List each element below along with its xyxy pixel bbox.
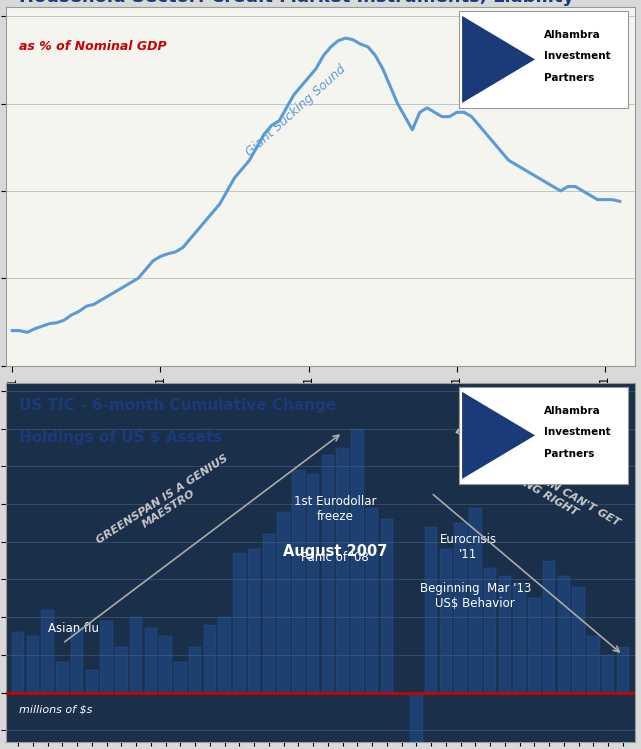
Bar xyxy=(219,617,231,693)
Bar xyxy=(572,587,585,693)
Bar xyxy=(292,470,304,693)
Bar xyxy=(233,553,246,693)
Bar xyxy=(115,647,128,693)
Bar xyxy=(307,474,319,693)
Bar xyxy=(337,447,349,693)
Bar xyxy=(174,662,187,693)
Bar xyxy=(425,527,437,693)
Bar xyxy=(513,583,526,693)
Bar xyxy=(86,670,98,693)
Bar xyxy=(145,628,157,693)
Text: Household Sector: Credit Market Instruments; Liability: Household Sector: Credit Market Instrume… xyxy=(19,0,574,6)
Text: Beginning  Mar '13
US$ Behavior: Beginning Mar '13 US$ Behavior xyxy=(420,581,531,610)
Bar xyxy=(558,576,570,693)
Bar xyxy=(543,560,555,693)
Text: Eurocrisis
'11: Eurocrisis '11 xyxy=(439,533,497,560)
Bar xyxy=(484,568,496,693)
Bar xyxy=(12,632,24,693)
Bar xyxy=(381,519,393,693)
Bar xyxy=(366,508,378,693)
Bar xyxy=(263,534,275,693)
Bar xyxy=(617,647,629,693)
Bar xyxy=(189,647,201,693)
Bar xyxy=(395,693,408,694)
Bar xyxy=(56,662,69,693)
Text: Asian flu: Asian flu xyxy=(47,622,99,635)
Bar xyxy=(278,512,290,693)
Bar xyxy=(27,636,39,693)
Bar xyxy=(351,428,363,693)
Bar xyxy=(499,576,511,693)
Bar xyxy=(42,610,54,693)
Text: as % of Nominal GDP: as % of Nominal GDP xyxy=(19,40,167,53)
Bar xyxy=(322,455,334,693)
Text: BERNANKE/YELLEN CAN'T GET
ANYTHING RIGHT: BERNANKE/YELLEN CAN'T GET ANYTHING RIGHT xyxy=(447,425,621,538)
Text: GREENSPAN IS A GENIUS
MAESTRO: GREENSPAN IS A GENIUS MAESTRO xyxy=(95,453,237,555)
Bar xyxy=(101,621,113,693)
Bar xyxy=(440,549,452,693)
Bar xyxy=(204,625,216,693)
Text: August 2007: August 2007 xyxy=(283,544,387,559)
Bar xyxy=(528,598,540,693)
Bar xyxy=(160,636,172,693)
Text: Holdings of US $ Assets: Holdings of US $ Assets xyxy=(19,430,222,445)
Text: US TIC - 6-month Cumulative Change: US TIC - 6-month Cumulative Change xyxy=(19,398,337,413)
Bar xyxy=(602,655,614,693)
Bar xyxy=(248,549,260,693)
Bar xyxy=(454,523,467,693)
Text: 1st Eurodollar
freeze: 1st Eurodollar freeze xyxy=(294,495,376,523)
Text: Giant Sucking Sound: Giant Sucking Sound xyxy=(244,62,349,159)
Bar xyxy=(71,628,83,693)
Text: millions of $s: millions of $s xyxy=(19,705,92,715)
Bar xyxy=(587,636,599,693)
Bar xyxy=(130,617,142,693)
Bar xyxy=(410,693,422,742)
Text: Panic of '08: Panic of '08 xyxy=(301,551,369,564)
Bar xyxy=(469,508,481,693)
